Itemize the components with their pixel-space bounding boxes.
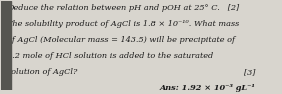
Text: [3]: [3] [244,68,255,76]
Text: Deduce the relation between pH and pOH at 25° C.   [2]: Deduce the relation between pH and pOH a… [7,4,239,12]
Text: solution of AgCl?: solution of AgCl? [7,68,78,76]
Text: 0.2 mole of HCl solution is added to the saturated: 0.2 mole of HCl solution is added to the… [7,52,213,60]
Text: The solubility product of AgCl is 1.8 × 10⁻¹⁰. What mass: The solubility product of AgCl is 1.8 × … [7,20,239,28]
Text: Ans: 1.92 × 10⁻³ gL⁻¹: Ans: 1.92 × 10⁻³ gL⁻¹ [160,84,255,92]
Bar [1,1,11,90]
Text: of AgCl (Molecular mass = 143.5) will be precipitate of: of AgCl (Molecular mass = 143.5) will be… [7,36,235,44]
